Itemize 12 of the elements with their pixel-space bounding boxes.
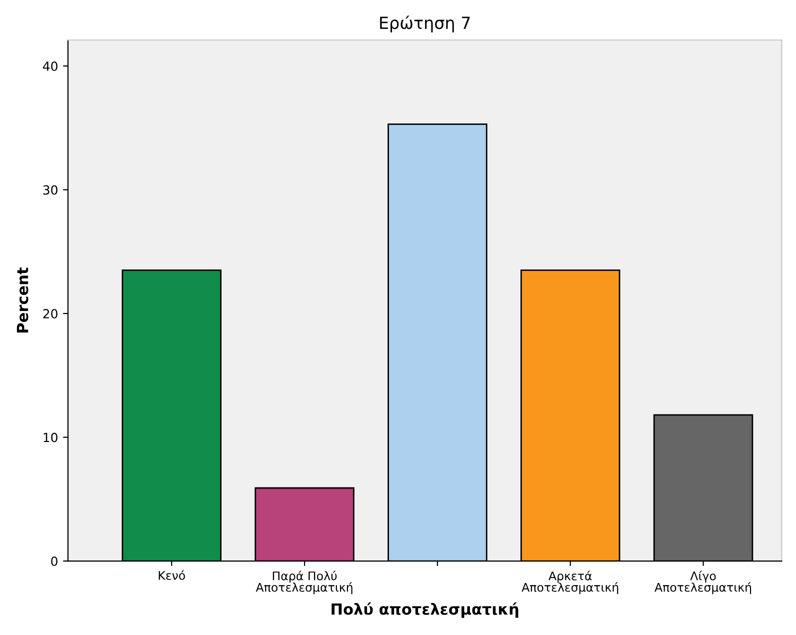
x-tick-label: Κενό [158,570,185,580]
y-tick-label: 10 [44,432,58,442]
y-axis-title: Percent [16,268,28,332]
x-tick-label: Λίγο Αποτελεσματική [654,570,752,594]
x-axis-title: Πολύ αποτελεσματική [332,602,518,618]
chart-title: Ερώτηση 7 [380,16,470,32]
y-tick-label: 30 [43,185,58,195]
y-tick-label: 40 [42,61,58,71]
y-tick-label: 20 [43,308,58,318]
y-tick-label: 0 [51,556,58,566]
x-tick-label: Παρά Πολύ Αποτελεσματική [256,570,352,594]
x-tick-label: Αρκετά Αποτελεσματική [522,570,618,594]
